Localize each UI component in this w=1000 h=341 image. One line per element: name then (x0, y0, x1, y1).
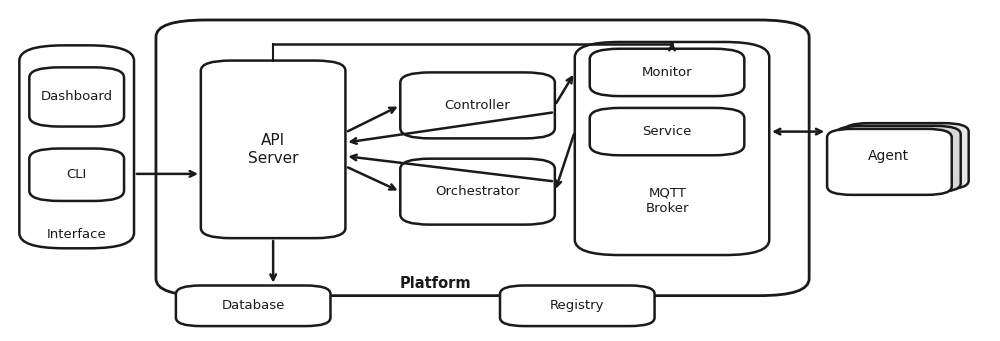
FancyBboxPatch shape (575, 42, 769, 255)
FancyBboxPatch shape (844, 123, 969, 189)
Text: MQTT
Broker: MQTT Broker (646, 187, 689, 215)
Text: Database: Database (222, 299, 285, 312)
FancyBboxPatch shape (590, 49, 744, 96)
FancyBboxPatch shape (836, 126, 961, 192)
Text: Registry: Registry (550, 299, 605, 312)
FancyBboxPatch shape (500, 285, 655, 326)
FancyBboxPatch shape (400, 159, 555, 225)
Text: Service: Service (642, 125, 692, 138)
Text: Platform: Platform (399, 276, 471, 291)
FancyBboxPatch shape (156, 20, 809, 296)
Text: Interface: Interface (46, 228, 106, 241)
Text: CLI: CLI (67, 168, 87, 181)
Text: API
Server: API Server (248, 133, 298, 166)
FancyBboxPatch shape (400, 72, 555, 138)
FancyBboxPatch shape (29, 149, 124, 201)
Text: Monitor: Monitor (642, 66, 692, 79)
Text: Dashboard: Dashboard (41, 90, 113, 103)
FancyBboxPatch shape (590, 108, 744, 155)
Text: Orchestrator: Orchestrator (435, 185, 520, 198)
FancyBboxPatch shape (176, 285, 330, 326)
FancyBboxPatch shape (19, 45, 134, 248)
Text: Agent: Agent (868, 149, 909, 163)
FancyBboxPatch shape (29, 67, 124, 127)
Text: Controller: Controller (445, 99, 510, 112)
FancyBboxPatch shape (201, 61, 345, 238)
FancyBboxPatch shape (827, 129, 952, 195)
